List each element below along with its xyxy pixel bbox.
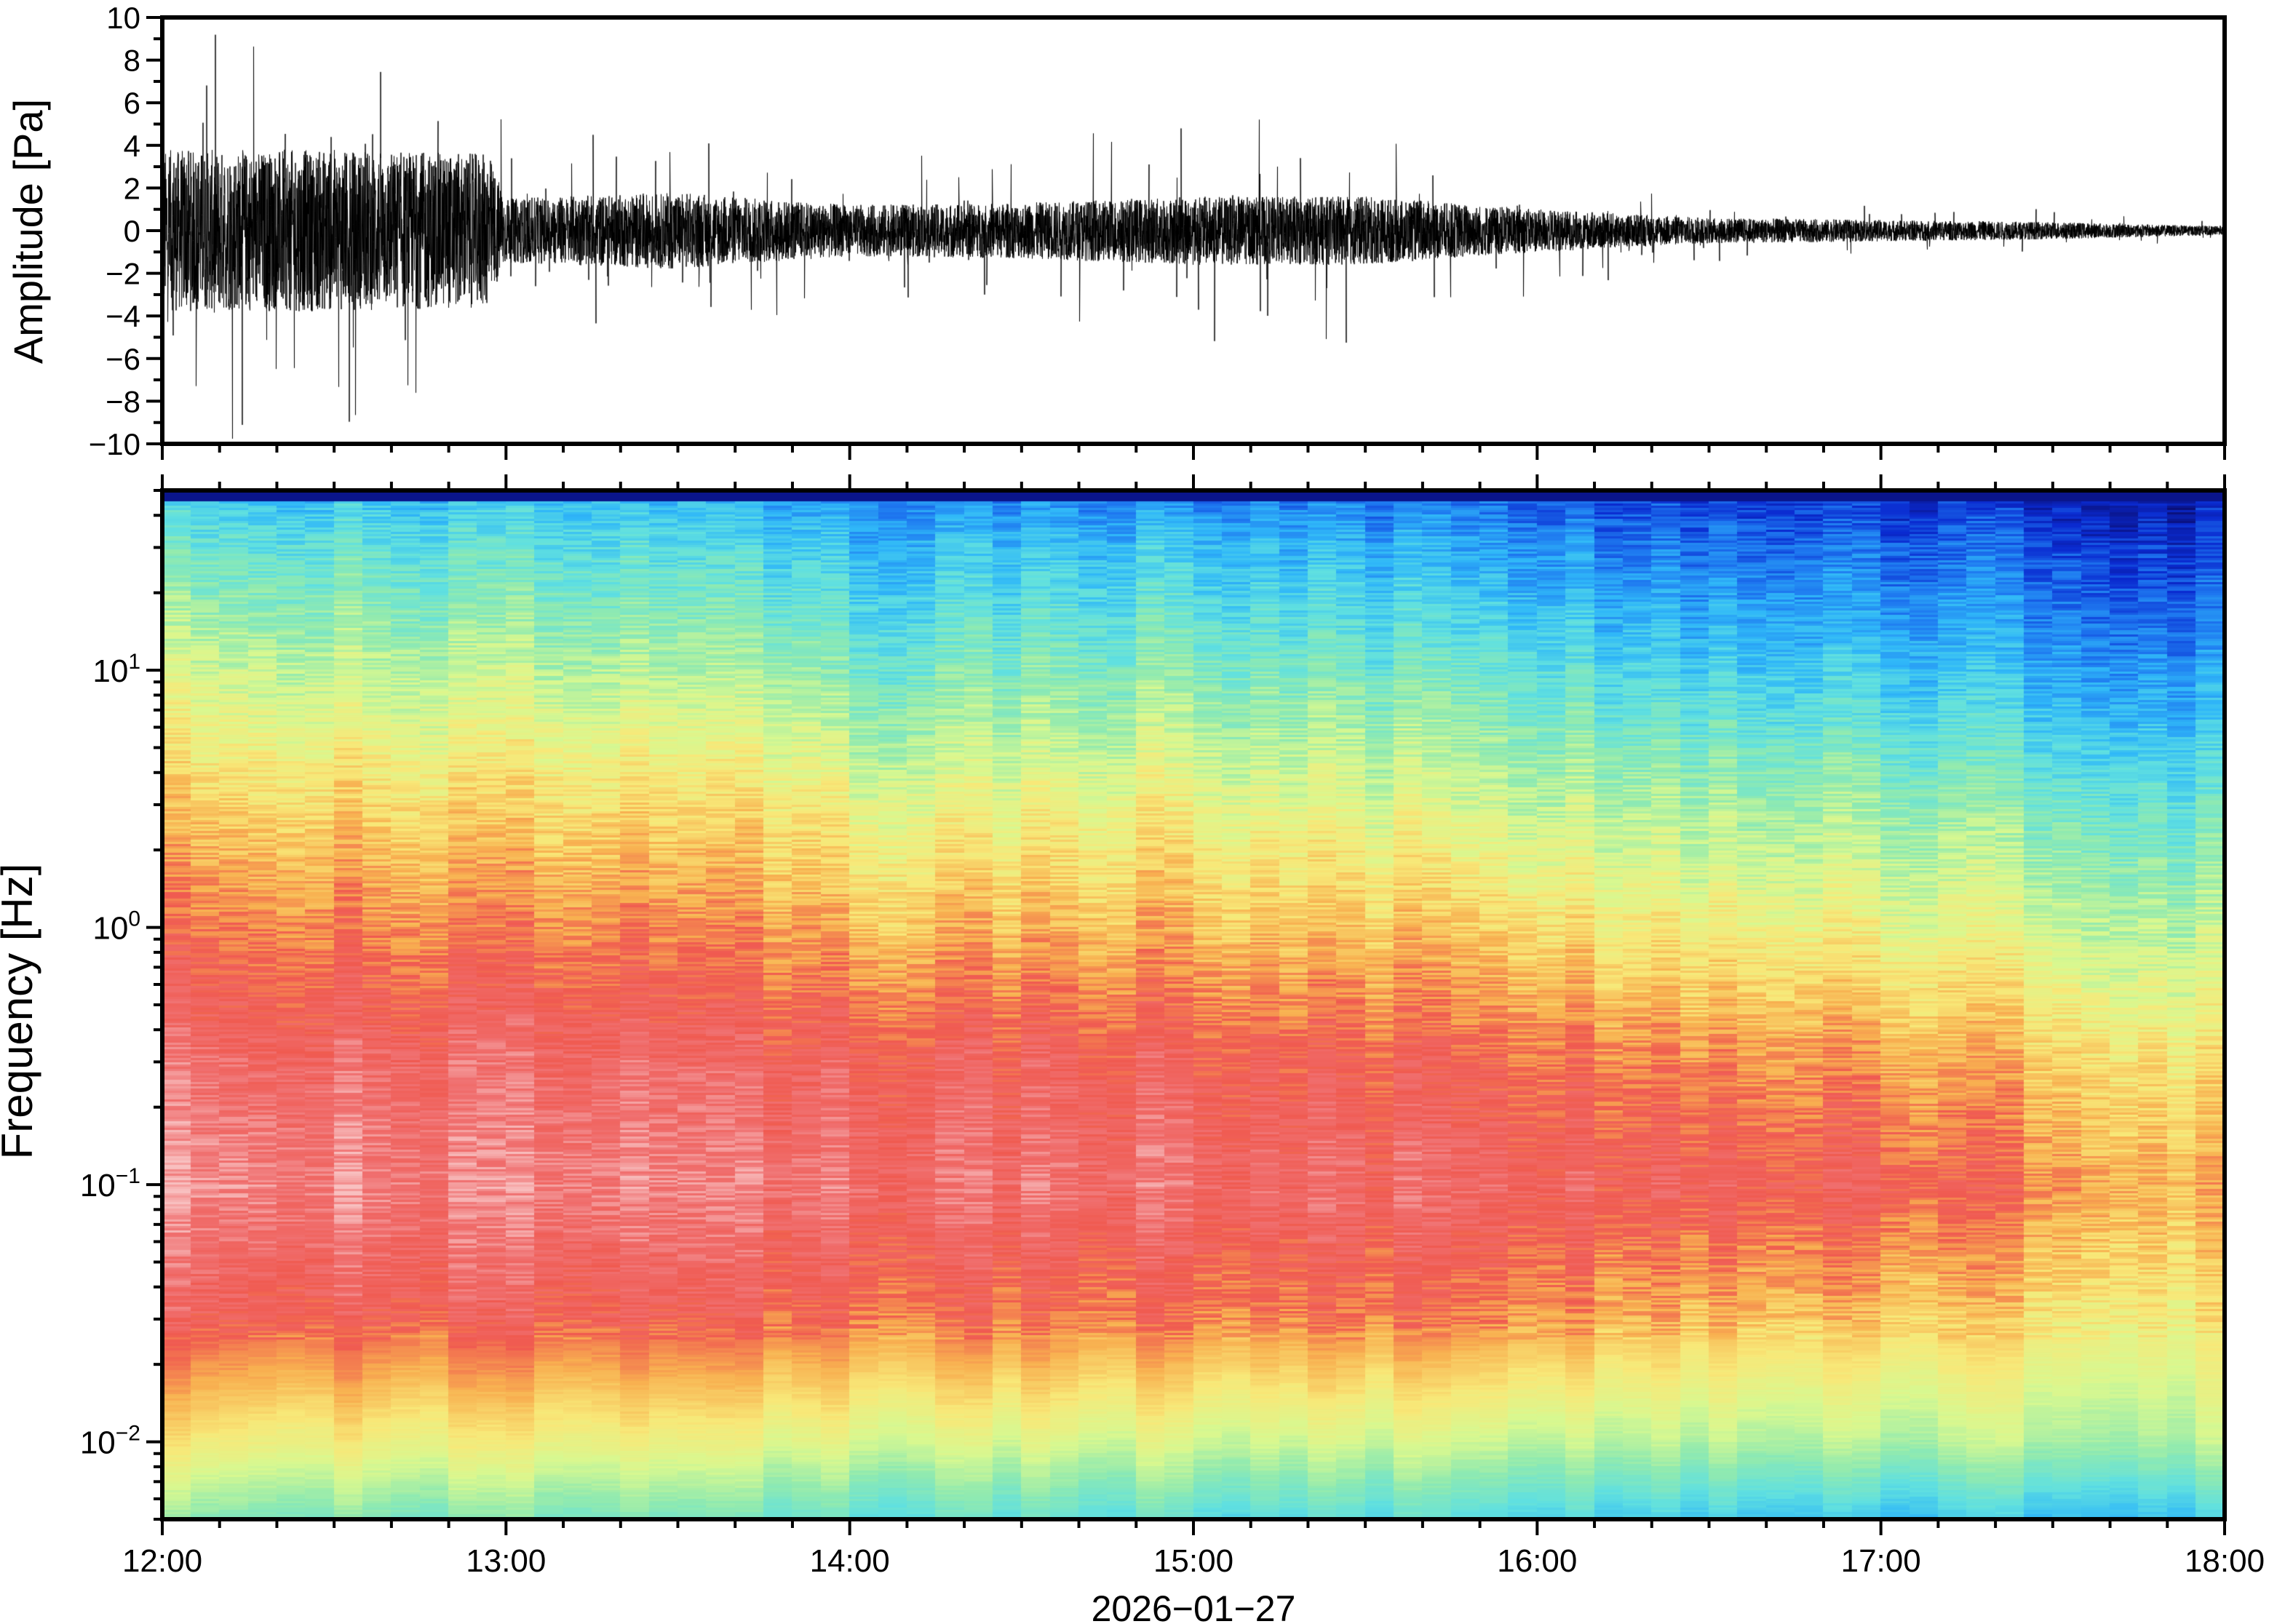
y-tick-label: 4 (124, 129, 140, 163)
y-tick-label: −6 (106, 342, 140, 376)
x-tick-label: 16:00 (1497, 1543, 1577, 1579)
frequency-axis-label: Frequency [Hz] (0, 864, 41, 1160)
date-axis-label: 2026−01−27 (1092, 1588, 1296, 1624)
y-tick-label: 6 (124, 86, 140, 120)
y-tick-label: 8 (124, 44, 140, 78)
x-tick-label: 13:00 (466, 1543, 546, 1579)
y-tick-label: 10−1 (80, 1164, 140, 1203)
tick-exponent: −2 (116, 1422, 140, 1446)
tick-exponent: −1 (116, 1164, 140, 1188)
tick-base: 10 (92, 911, 128, 947)
y-tick-label: 10 (106, 1, 140, 35)
amplitude-plot-frame (160, 15, 2227, 446)
y-tick-label: −2 (106, 257, 140, 291)
y-tick-label: 101 (92, 650, 140, 689)
y-tick-label: 10−2 (80, 1422, 140, 1461)
y-tick-label: −10 (89, 427, 140, 461)
tick-base: 10 (92, 653, 128, 689)
x-tick-label: 14:00 (810, 1543, 890, 1579)
tick-exponent: 1 (128, 650, 140, 674)
tick-base: 10 (80, 1425, 116, 1461)
x-tick-label: 18:00 (2185, 1543, 2265, 1579)
frequency-axes: 12:00 13:00 14:00 15:00 16:00 17:00 18:0010110… (80, 474, 2265, 1579)
waveform-trace (162, 17, 2225, 444)
x-tick-label: 17:00 (1841, 1543, 1921, 1579)
tick-base: 10 (80, 1168, 116, 1203)
amplitude-axis-label: Amplitude [Pa] (5, 99, 51, 364)
y-tick-label: −8 (106, 384, 140, 418)
spectrogram-plot-frame (160, 488, 2227, 1521)
x-tick-label: 15:00 (1153, 1543, 1233, 1579)
tick-exponent: 0 (128, 907, 140, 931)
y-tick-label: 0 (124, 214, 140, 248)
spectrogram-heatmap (162, 490, 2225, 1519)
amplitude-axes: 10 8 6 4 2 0 −2 −4 −6 −8 −10 (89, 1, 2227, 461)
y-tick-label: −4 (106, 299, 140, 333)
x-tick-label: 12:00 (122, 1543, 202, 1579)
y-tick-label: 100 (92, 907, 140, 947)
y-tick-label: 2 (124, 171, 140, 205)
